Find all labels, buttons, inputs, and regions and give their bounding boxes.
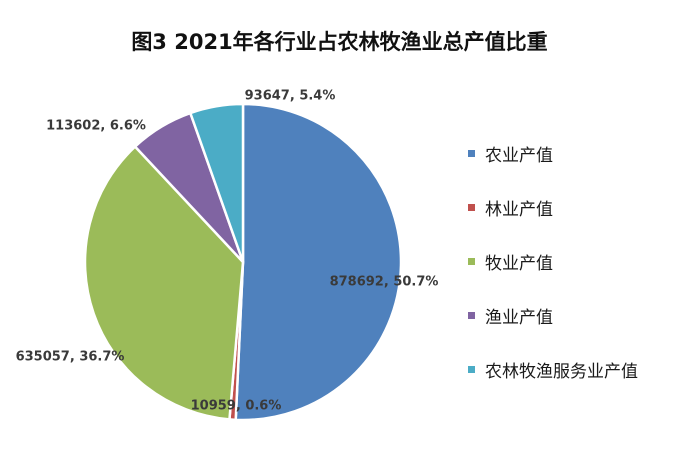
data-label-forestry: 10959, 0.6% <box>190 398 282 414</box>
chart-title: 图3 2021年各行业占农林牧渔业总产值比重 <box>131 30 548 54</box>
pie-slice-animal-husbandry <box>83 144 245 421</box>
data-label-agriculture: 878692, 50.7% <box>329 274 439 290</box>
legend-swatch <box>468 366 475 373</box>
legend-swatch <box>468 150 475 157</box>
legend-swatch <box>468 312 475 319</box>
pie-slice-agriculture <box>234 102 403 422</box>
legend-item-animal-husbandry: 牧业产值 <box>468 248 638 275</box>
legend-item-services: 农林牧渔服务业产值 <box>468 356 638 383</box>
legend-swatch <box>468 258 475 265</box>
legend-label: 农业产值 <box>485 146 553 166</box>
legend-item-forestry: 林业产值 <box>468 194 638 221</box>
legend-label: 渔业产值 <box>485 308 553 328</box>
data-label-services: 93647, 5.4% <box>244 88 336 104</box>
chart-legend: 农业产值 林业产值 牧业产值 渔业产值 农林牧渔服务业产值 <box>468 140 638 410</box>
legend-label: 林业产值 <box>485 200 553 220</box>
legend-item-agriculture: 农业产值 <box>468 140 638 167</box>
legend-item-fishery: 渔业产值 <box>468 302 638 329</box>
data-label-animal-husbandry: 635057, 36.7% <box>15 349 125 365</box>
legend-label: 牧业产值 <box>485 254 553 274</box>
legend-swatch <box>468 204 475 211</box>
pie-slice-services <box>188 102 245 263</box>
data-label-fishery: 113602, 6.6% <box>46 118 146 134</box>
legend-label: 农林牧渔服务业产值 <box>485 362 638 382</box>
